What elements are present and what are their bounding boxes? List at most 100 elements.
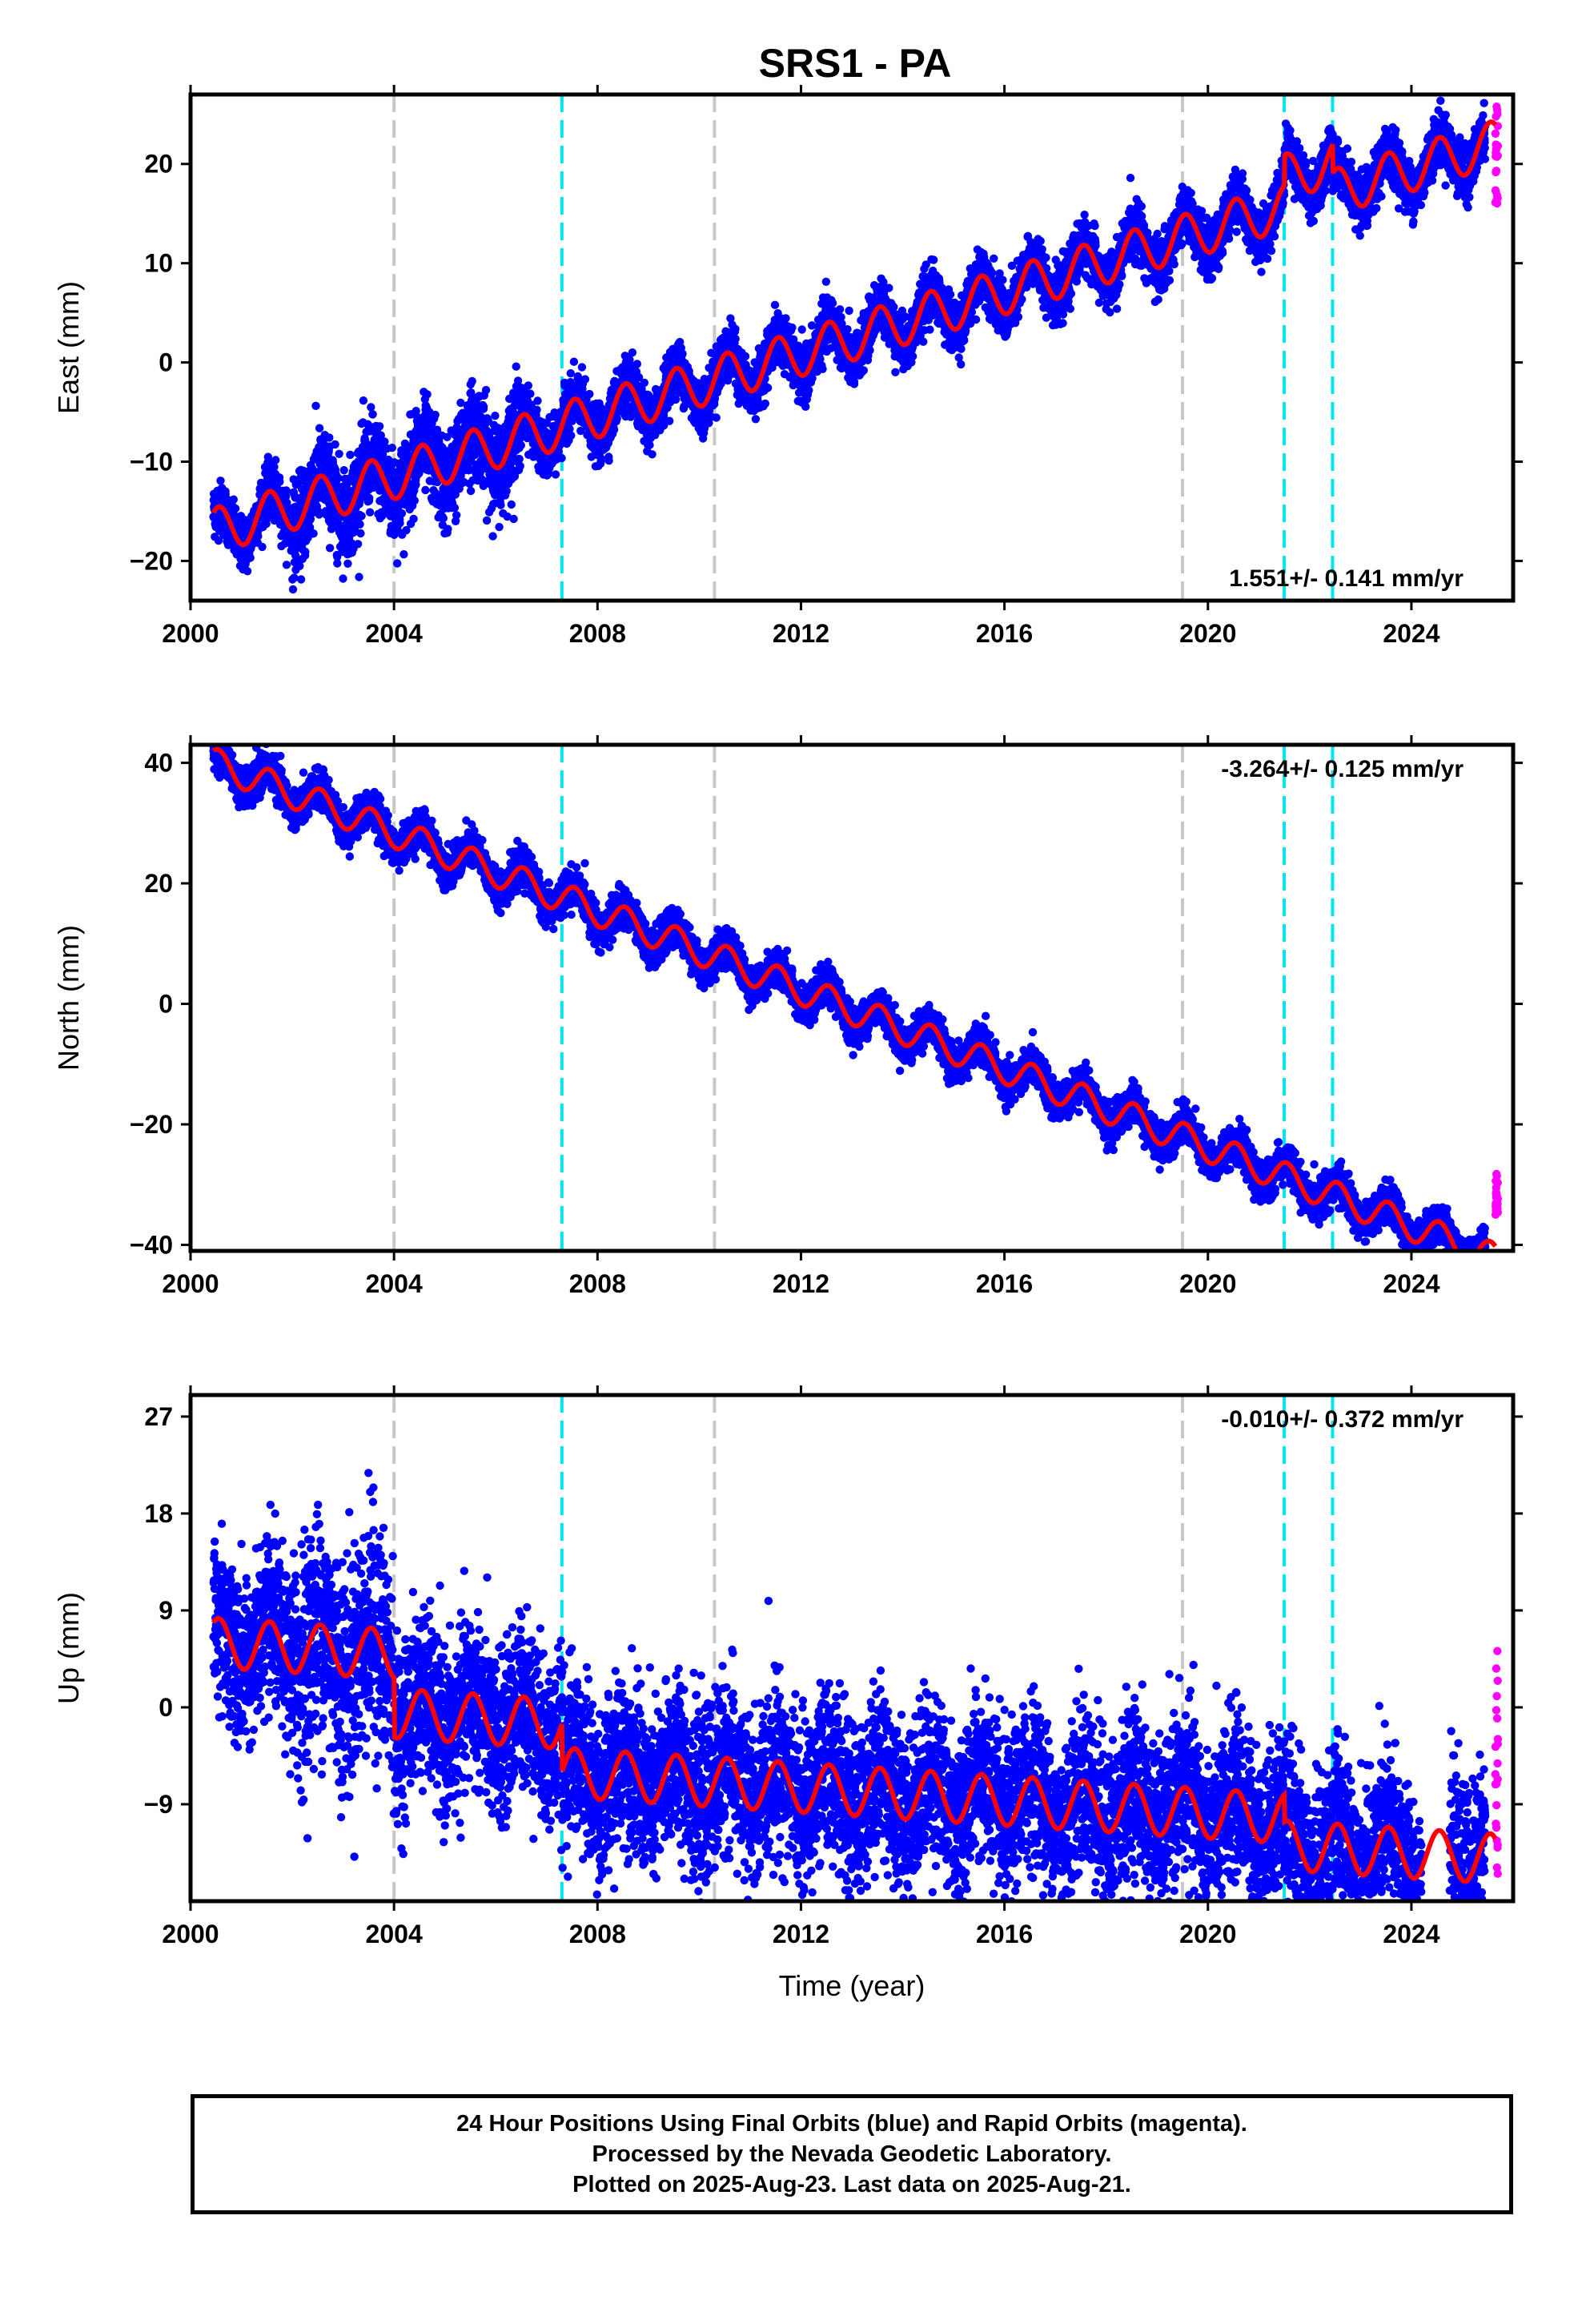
data-point <box>367 403 375 412</box>
data-point <box>761 399 769 408</box>
data-point <box>891 368 900 376</box>
data-point <box>577 363 587 372</box>
data-point <box>290 573 299 582</box>
data-point <box>271 456 280 464</box>
data-point <box>640 378 648 388</box>
data-point <box>350 525 359 533</box>
data-point <box>309 529 318 538</box>
data-point <box>509 514 518 524</box>
data-point <box>315 424 324 432</box>
panel-east: 2000 2004 2008 2012 2016 2020 2024−20−1001020E… <box>52 85 1523 648</box>
data-point <box>216 476 225 485</box>
data-point <box>828 299 837 308</box>
data-point <box>229 495 238 504</box>
data-point <box>482 516 492 525</box>
data-point <box>355 573 363 581</box>
data-point <box>295 561 304 570</box>
data-point <box>306 515 315 524</box>
data-point <box>305 523 315 532</box>
data-point <box>569 357 579 366</box>
data-point <box>380 437 389 446</box>
data-point <box>365 493 374 503</box>
data-point <box>301 547 310 557</box>
data-point <box>585 389 594 399</box>
data-point <box>214 536 223 545</box>
data-point <box>835 305 845 314</box>
data-point <box>516 440 525 450</box>
data-point <box>849 380 859 388</box>
data-point <box>365 508 375 517</box>
data-point <box>282 486 291 495</box>
data-point <box>243 567 252 576</box>
data-point <box>479 402 488 412</box>
data-point <box>512 362 520 371</box>
data-point <box>288 585 298 594</box>
data-point <box>678 349 687 358</box>
data-point <box>254 532 263 541</box>
data-point <box>400 550 408 559</box>
data-point <box>402 525 411 535</box>
data-point <box>648 450 656 459</box>
data-point <box>466 486 476 496</box>
data-point <box>821 277 831 286</box>
data-point <box>377 512 387 521</box>
data-point <box>353 540 363 549</box>
data-point <box>507 500 516 509</box>
data-point <box>665 416 674 425</box>
data-point <box>376 431 385 440</box>
data-point <box>339 574 347 583</box>
data-point <box>751 415 761 424</box>
data-point <box>393 559 402 568</box>
data-point <box>421 485 430 495</box>
data-point <box>885 283 893 292</box>
data-point <box>609 425 619 434</box>
data-point <box>526 389 535 398</box>
data-point <box>532 405 541 414</box>
data-point <box>282 561 291 569</box>
data-point <box>865 346 874 355</box>
data-point <box>396 519 404 528</box>
data-point <box>357 512 366 521</box>
data-point <box>452 511 461 520</box>
data-point <box>567 431 576 440</box>
data-point <box>488 532 497 541</box>
data-point <box>275 477 284 486</box>
data-point <box>325 433 334 442</box>
data-point <box>343 559 352 568</box>
data-point <box>596 454 605 463</box>
data-point <box>258 542 267 552</box>
data-point <box>712 413 721 422</box>
data-point <box>409 514 418 524</box>
data-point <box>845 306 853 316</box>
data-point <box>339 466 348 475</box>
data-point <box>604 456 613 465</box>
data-point <box>801 402 810 411</box>
data-point <box>788 323 797 332</box>
data-point <box>566 369 575 378</box>
data-point <box>807 321 817 330</box>
data-point <box>444 525 452 533</box>
data-point <box>533 396 542 405</box>
data-point <box>859 366 869 375</box>
data-point <box>333 559 342 568</box>
data-point <box>246 553 255 562</box>
data-point <box>335 449 343 458</box>
data-point <box>763 384 773 392</box>
data-point <box>805 386 813 395</box>
data-point <box>551 470 560 479</box>
data-point <box>496 501 505 509</box>
data-point <box>495 522 504 532</box>
data-point <box>731 335 740 344</box>
data-point <box>524 381 532 390</box>
data-point <box>557 453 566 463</box>
data-point <box>502 487 511 496</box>
data-point <box>491 412 500 420</box>
data-point <box>231 504 240 513</box>
data-point <box>423 390 432 399</box>
data-point <box>346 450 355 460</box>
data-point <box>632 360 641 368</box>
data-point <box>387 444 396 452</box>
data-point <box>356 529 365 538</box>
data-point <box>325 544 335 553</box>
